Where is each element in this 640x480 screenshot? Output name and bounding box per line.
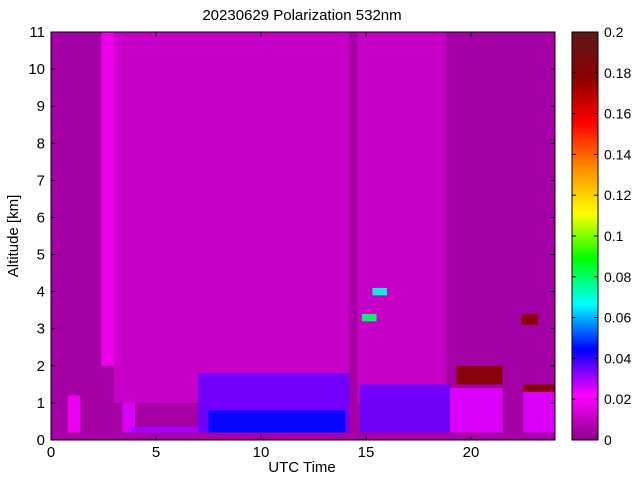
heatmap-region (523, 384, 555, 392)
heatmap-region (130, 427, 198, 433)
colorbar-tick-label: 0.1 (604, 228, 624, 244)
y-tick-label: 6 (37, 209, 45, 226)
y-tick-label: 7 (37, 172, 45, 189)
y-axis: 0 1 2 3 4 5 6 7 8 9 10 11 (28, 24, 555, 449)
x-tick-label: 15 (358, 444, 375, 461)
heatmap-region (67, 395, 81, 433)
heatmap-region (521, 313, 539, 326)
colorbar-tick-label: 0.08 (604, 269, 631, 285)
y-tick-label: 5 (37, 247, 45, 264)
y-axis-label: Altitude [km] (5, 195, 22, 278)
x-axis: 0 5 10 15 20 (47, 32, 480, 461)
y-tick-label: 1 (37, 395, 45, 412)
colorbar-tick-label: 0.02 (604, 391, 631, 407)
y-tick-label: 0 (37, 432, 45, 449)
y-tick-label: 2 (37, 358, 45, 375)
plot-frame (50, 31, 556, 441)
heatmap-region (114, 32, 446, 403)
colorbar-tick-label: 0.06 (604, 310, 631, 326)
colorbar-tick-label: 0.2 (604, 24, 624, 40)
colorbar-tick-label: 0 (604, 432, 612, 448)
colorbar-tick-label: 0.14 (604, 146, 631, 162)
y-tick-label: 8 (37, 135, 45, 152)
y-tick-label: 9 (37, 98, 45, 115)
heatmap-gap (349, 32, 358, 440)
heatmap-region (359, 384, 450, 433)
heatmap-region (372, 287, 387, 296)
y-tick-label: 10 (28, 61, 45, 78)
y-tick-label: 3 (37, 321, 45, 338)
x-tick-label: 10 (253, 444, 270, 461)
x-tick-label: 5 (152, 444, 160, 461)
y-tick-label: 4 (37, 284, 45, 301)
heatmap-region (361, 313, 377, 322)
colorbar-tick-label: 0.04 (604, 350, 631, 366)
heatmap-region (208, 410, 345, 433)
heatmap-region (456, 365, 503, 385)
colorbar-tick-label: 0.12 (604, 187, 631, 203)
heatmap-region (450, 388, 503, 433)
chart-title: 20230629 Polarization 532nm (202, 7, 401, 24)
colorbar-tick-label: 0.18 (604, 65, 631, 81)
heatmap-region (523, 391, 555, 433)
x-tick-label: 0 (47, 444, 55, 461)
colorbar-axis: 0 0.02 0.04 0.06 0.08 0.1 0.12 0.14 0.16 0.18 0.2 (572, 24, 631, 448)
y-tick-label: 11 (29, 24, 45, 41)
plot-area (51, 32, 555, 440)
x-axis-label: UTC Time (268, 459, 336, 476)
x-tick-label: 20 (463, 444, 480, 461)
colorbar-tick-label: 0.16 (604, 106, 631, 122)
